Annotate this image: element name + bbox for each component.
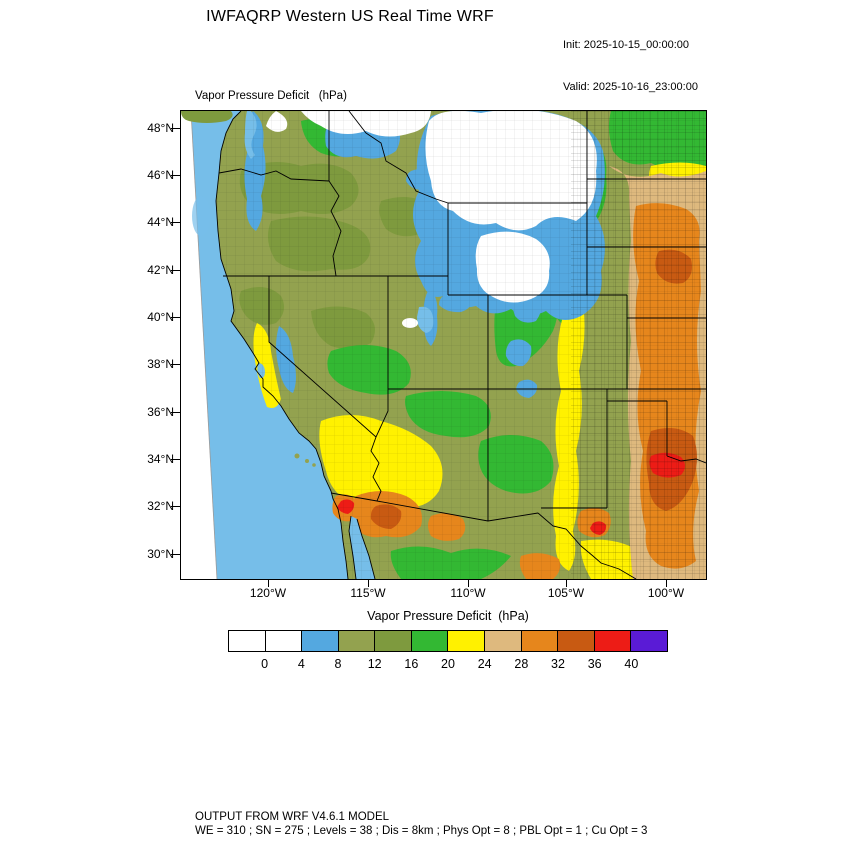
run-times: Init: 2025-10-15_00:00:00 Valid: 2025-10… bbox=[563, 10, 698, 122]
colorbar-swatch bbox=[264, 630, 303, 652]
channel-islands bbox=[294, 453, 316, 467]
lon-tick-label: 105°W bbox=[547, 586, 585, 600]
lat-tick-label: 36°N bbox=[147, 405, 174, 419]
state-borders bbox=[218, 111, 706, 579]
footer-model-line: OUTPUT FROM WRF V4.6.1 MODEL bbox=[195, 811, 390, 823]
lon-tick-label: 100°W bbox=[647, 586, 685, 600]
colorbar-tick-label: 40 bbox=[624, 657, 639, 671]
lat-tick-mark bbox=[171, 554, 180, 555]
footer-config-line: WE = 310 ; SN = 275 ; Levels = 38 ; Dis … bbox=[195, 825, 648, 837]
page-title: IWFAQRP Western US Real Time WRF bbox=[206, 8, 494, 25]
colorbar-title: Vapor Pressure Deficit (hPa) bbox=[367, 609, 529, 623]
colorbar-tick-label: 28 bbox=[514, 657, 529, 671]
lon-tick-mark bbox=[566, 579, 567, 587]
lat-tick-mark bbox=[171, 317, 180, 318]
colorbar-swatch bbox=[337, 630, 376, 652]
colorbar-labels: 0 4 8 12 16 20 24 28 32 36 40 bbox=[228, 657, 668, 673]
colorbar-swatch bbox=[630, 630, 668, 652]
domain-boundary-line bbox=[190, 111, 218, 579]
lat-tick-label: 42°N bbox=[147, 263, 174, 277]
colorbar-tick-label: 36 bbox=[587, 657, 602, 671]
lat-tick-mark bbox=[171, 128, 180, 129]
lat-tick-label: 44°N bbox=[147, 215, 174, 229]
init-time: Init: 2025-10-15_00:00:00 bbox=[563, 39, 689, 51]
colorbar-swatch bbox=[301, 630, 339, 652]
coastline bbox=[215, 111, 376, 579]
lat-tick-mark bbox=[171, 459, 180, 460]
lon-tick-mark bbox=[368, 579, 369, 587]
field-label: Vapor Pressure Deficit (hPa) bbox=[195, 90, 347, 102]
colorbar-swatch bbox=[410, 630, 449, 652]
colorbar-swatch bbox=[374, 630, 412, 652]
lat-tick-label: 48°N bbox=[147, 121, 174, 135]
lon-tick-label: 115°W bbox=[350, 586, 386, 600]
lon-tick-label: 110°W bbox=[450, 586, 486, 600]
colorbar-tick-label: 24 bbox=[477, 657, 492, 671]
lat-tick-label: 30°N bbox=[147, 547, 174, 561]
colorbar bbox=[228, 630, 668, 652]
lat-tick-mark bbox=[171, 412, 180, 413]
lon-tick-mark bbox=[268, 579, 269, 587]
county-grid-overlay bbox=[216, 111, 706, 579]
lon-tick-mark bbox=[468, 579, 469, 587]
colorbar-tick-label: 20 bbox=[441, 657, 455, 671]
lat-tick-label: 32°N bbox=[147, 499, 174, 513]
valid-time: Valid: 2025-10-16_23:00:00 bbox=[563, 81, 698, 93]
lat-tick-label: 46°N bbox=[147, 168, 174, 182]
colorbar-tick-label: 12 bbox=[367, 657, 382, 671]
colorbar-tick-label: 16 bbox=[404, 657, 419, 671]
colorbar-tick-label: 8 bbox=[334, 657, 342, 671]
map-frame bbox=[180, 110, 707, 580]
domain-boundary-mask bbox=[181, 111, 217, 579]
vancouver-island bbox=[181, 111, 233, 123]
lat-tick-label: 34°N bbox=[147, 452, 174, 466]
lat-tick-mark bbox=[171, 506, 180, 507]
colorbar-tick-label: 4 bbox=[297, 657, 305, 671]
colorbar-swatch bbox=[484, 630, 522, 652]
lat-tick-label: 38°N bbox=[147, 357, 174, 371]
lat-tick-label: 40°N bbox=[147, 310, 174, 324]
lat-tick-mark bbox=[171, 364, 180, 365]
colorbar-swatch bbox=[593, 630, 632, 652]
colorbar-swatch bbox=[557, 630, 595, 652]
colorbar-swatch bbox=[447, 630, 486, 652]
lon-tick-mark bbox=[666, 579, 667, 587]
lat-tick-mark bbox=[171, 222, 180, 223]
vpd-map-canvas bbox=[181, 111, 706, 579]
lon-tick-label: 120°W bbox=[249, 586, 287, 600]
offshore-cloud-patch bbox=[192, 196, 210, 236]
lat-tick-mark bbox=[171, 175, 180, 176]
colorbar-swatch bbox=[228, 630, 266, 652]
colorbar-tick-label: 32 bbox=[551, 657, 565, 671]
colorbar-swatch bbox=[520, 630, 559, 652]
colorbar-tick-label: 0 bbox=[261, 657, 269, 671]
lat-tick-mark bbox=[171, 270, 180, 271]
